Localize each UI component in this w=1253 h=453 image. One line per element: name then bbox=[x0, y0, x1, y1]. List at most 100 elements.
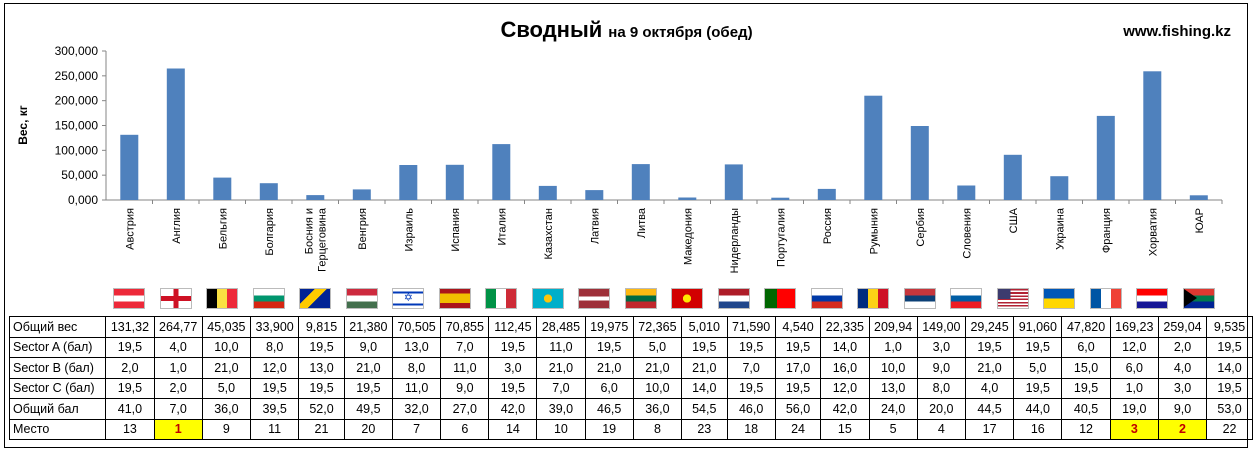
row-label: Sector B (бал) bbox=[8, 357, 107, 379]
flag-kazakhstan-icon bbox=[531, 288, 564, 309]
site-link[interactable]: www.fishing.kz bbox=[1123, 23, 1231, 40]
x-tick-label: Португалия bbox=[775, 208, 787, 267]
table-cell: 21 bbox=[298, 418, 345, 440]
table-cell: 24,0 bbox=[868, 398, 918, 420]
flag-israel-icon: ✡ bbox=[392, 288, 425, 309]
x-tick-label: Украина bbox=[1054, 207, 1066, 250]
table-cell: 9,535 bbox=[1206, 316, 1253, 338]
x-tick-label-group: Бельгия bbox=[217, 208, 229, 249]
table-cell: 9,815 bbox=[298, 316, 345, 338]
table-cell: 36,0 bbox=[201, 398, 252, 420]
table-cell: 33,900 bbox=[250, 316, 300, 338]
y-axis-label: Вес, кг bbox=[16, 105, 30, 145]
table-cell: 6,0 bbox=[1109, 357, 1159, 379]
x-tick-label-group: Россия bbox=[822, 208, 834, 244]
table-cell: 11,0 bbox=[440, 357, 490, 379]
flag-hungary-icon bbox=[345, 288, 378, 309]
x-tick-label: Бельгия bbox=[217, 208, 229, 249]
table-row: Место 13 1 9 11 21 20 7 6 14 10 19 8 23 18 24 15 5 4 17 16 12… bbox=[8, 418, 1253, 440]
flag-ukraine-icon bbox=[1043, 288, 1076, 309]
bar bbox=[678, 197, 697, 200]
table-cell: 259,04 bbox=[1157, 316, 1208, 338]
table-cell: 2,0 bbox=[1157, 336, 1208, 358]
table-cell: 19,5 bbox=[726, 377, 776, 399]
table-cell: 21,0 bbox=[201, 357, 252, 379]
table-cell: 19,5 bbox=[298, 336, 345, 358]
table-cell: 9,0 bbox=[916, 357, 966, 379]
flag-latvia-icon bbox=[578, 288, 611, 309]
row-label: Общий вес bbox=[8, 316, 107, 338]
table-cell: 14,0 bbox=[681, 377, 728, 399]
table-cell: 14,0 bbox=[820, 336, 870, 358]
bar bbox=[213, 177, 232, 200]
x-tick-label: Латвия bbox=[589, 208, 601, 244]
table-cell: 14 bbox=[488, 418, 538, 440]
x-tick-label-group: Македония bbox=[682, 208, 694, 265]
table-cell: 19,5 bbox=[488, 377, 538, 399]
table-cell: 11,0 bbox=[536, 336, 586, 358]
table-cell: 21,0 bbox=[343, 357, 393, 379]
star-of-david-icon: ✡ bbox=[403, 292, 413, 304]
x-tick-label: Испания bbox=[450, 208, 462, 252]
table-cell: 20 bbox=[343, 418, 393, 440]
x-tick-label-group: Босния и Герцеговина bbox=[303, 207, 328, 272]
table-cell: 9,0 bbox=[440, 377, 490, 399]
table-cell: 2,0 bbox=[105, 357, 155, 379]
table-cell: 12,0 bbox=[820, 377, 870, 399]
bar bbox=[771, 197, 790, 200]
x-tick-label-group: Литва bbox=[636, 207, 648, 238]
table-cell: 21,0 bbox=[584, 357, 634, 379]
table-cell: 10,0 bbox=[868, 357, 918, 379]
x-tick-label: Казахстан bbox=[543, 208, 555, 260]
table-cell: 12,0 bbox=[1109, 336, 1159, 358]
table-cell: 44,5 bbox=[964, 398, 1015, 420]
x-tick-label-group: Израиль bbox=[403, 208, 415, 252]
table-cell: 19,5 bbox=[681, 336, 728, 358]
table-cell: 70,855 bbox=[440, 316, 490, 338]
y-tick-label: 250,000 bbox=[55, 69, 99, 83]
x-tick-label: США bbox=[1008, 207, 1020, 233]
table-cell: 15 bbox=[820, 418, 870, 440]
x-tick-label: Италия bbox=[496, 208, 508, 246]
table-cell: 17 bbox=[964, 418, 1015, 440]
table-cell: 8,0 bbox=[391, 357, 442, 379]
table-cell: 1,0 bbox=[153, 357, 203, 379]
table-cell: 11,0 bbox=[391, 377, 442, 399]
bar bbox=[166, 68, 185, 200]
table-cell: 19,5 bbox=[250, 377, 300, 399]
table-cell: 9,0 bbox=[1157, 398, 1208, 420]
flag-italy-icon bbox=[485, 288, 518, 309]
table-cell: 14,0 bbox=[1206, 357, 1253, 379]
table-cell: 4,0 bbox=[1157, 357, 1208, 379]
table-cell: 19,0 bbox=[1109, 398, 1159, 420]
table-row: Sector B (бал) 2,0 1,0 21,0 12,0 13,0 21,0 8,0 1… bbox=[8, 357, 1253, 379]
x-tick-label-group: Украина bbox=[1054, 207, 1066, 250]
table-cell: 71,590 bbox=[726, 316, 776, 338]
podium-place-cell: 1 bbox=[153, 418, 203, 440]
table-cell: 12,0 bbox=[250, 357, 300, 379]
table-cell: 1,0 bbox=[1109, 377, 1159, 399]
bar bbox=[1189, 195, 1208, 200]
table-cell: 19,5 bbox=[343, 377, 393, 399]
x-tick-label-group: Сербия bbox=[915, 208, 927, 247]
flag-austria-icon bbox=[113, 288, 146, 309]
x-tick-label: Нидерланды bbox=[729, 208, 741, 273]
table-cell: 19,5 bbox=[726, 336, 776, 358]
x-tick-label-group: Болгария bbox=[264, 208, 276, 256]
table-cell: 19,5 bbox=[1206, 377, 1253, 399]
flag-bulgaria-icon bbox=[252, 288, 285, 309]
table-cell: 19,5 bbox=[964, 336, 1015, 358]
flag-russia-icon bbox=[810, 288, 843, 309]
x-tick-label: Россия bbox=[822, 208, 834, 244]
y-tick-label: 0,000 bbox=[68, 193, 98, 207]
table-cell: 17,0 bbox=[774, 357, 822, 379]
table-cell: 22 bbox=[1206, 418, 1253, 440]
table-cell: 22,335 bbox=[820, 316, 870, 338]
table-cell: 45,035 bbox=[201, 316, 252, 338]
x-tick-label: Венгрия bbox=[357, 208, 369, 250]
table-cell: 3,0 bbox=[916, 336, 966, 358]
table-cell: 4,540 bbox=[774, 316, 822, 338]
table-cell: 15,0 bbox=[1061, 357, 1111, 379]
table-cell: 13,0 bbox=[298, 357, 345, 379]
table-cell: 39,5 bbox=[250, 398, 300, 420]
